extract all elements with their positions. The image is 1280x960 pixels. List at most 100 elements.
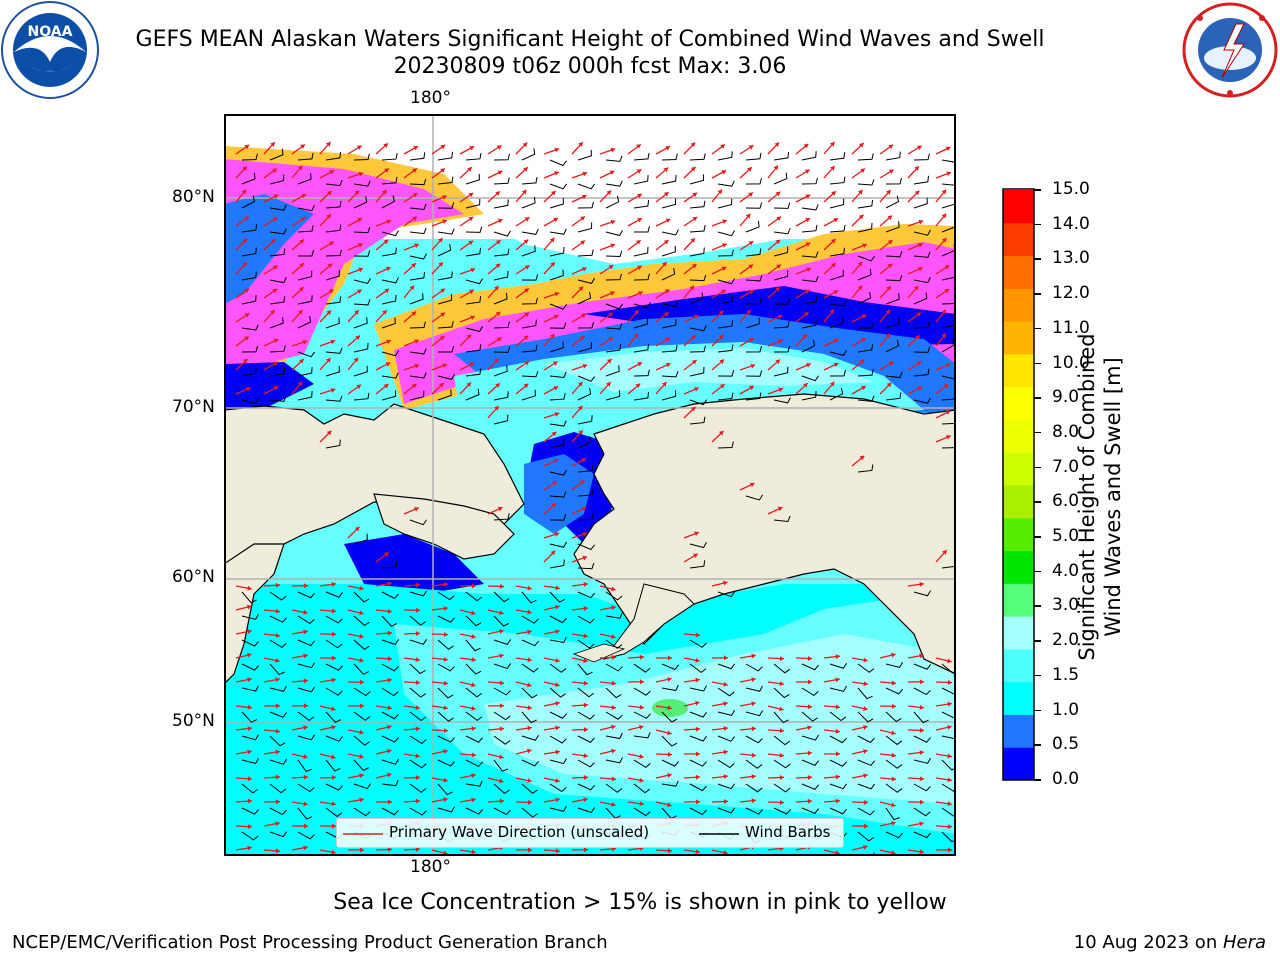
- wind-barb: [773, 687, 790, 699]
- wind-barb: [353, 807, 371, 817]
- wave-arrow-head: [331, 754, 336, 760]
- wind-barb: [381, 153, 398, 161]
- wind-barb: [241, 757, 259, 764]
- wind-barb: [353, 711, 371, 721]
- wind-barb: [745, 392, 762, 401]
- wave-arrow-head: [359, 585, 364, 591]
- wind-barb: [913, 346, 931, 353]
- wave-arrow-head: [946, 434, 951, 440]
- wave-arrow-head: [275, 657, 280, 663]
- wind-barb: [941, 422, 955, 425]
- wind-barb: [549, 783, 567, 793]
- wind-barb: [465, 198, 481, 209]
- wave-arrow-head: [915, 335, 920, 340]
- wave-arrow-head: [359, 729, 364, 735]
- wave-arrow-head: [917, 386, 923, 391]
- wind-barb: [465, 735, 483, 743]
- wind-barb: [661, 319, 677, 329]
- wave-arrow-head: [779, 799, 784, 805]
- wave-arrow-head: [300, 217, 306, 222]
- wave-arrow-head: [667, 705, 672, 711]
- wave-arrow-head: [443, 850, 448, 855]
- wind-barb: [409, 321, 426, 329]
- wind-barb: [633, 226, 651, 233]
- wind-barb: [409, 519, 428, 526]
- wave-arrow-head: [857, 261, 863, 267]
- wind-barb: [269, 639, 287, 649]
- wind-barb: [241, 398, 259, 405]
- wave-arrow-head: [415, 775, 420, 781]
- wind-barb: [325, 591, 344, 598]
- wind-barb: [381, 711, 399, 720]
- colorbar-tick-label: 0.0: [1052, 769, 1080, 789]
- wind-barb: [605, 639, 623, 649]
- wind-barb: [409, 152, 426, 161]
- wind-barb: [297, 686, 316, 693]
- wave-arrow-head: [527, 799, 532, 805]
- wind-barb: [717, 759, 735, 769]
- wind-barb: [577, 759, 595, 768]
- wind-barb: [689, 759, 707, 767]
- wave-arrow-head: [944, 265, 950, 270]
- wave-arrow-head: [495, 311, 501, 317]
- wave-arrow-head: [947, 847, 952, 853]
- wave-arrow-head: [384, 552, 389, 557]
- wind-barb: [689, 560, 706, 569]
- wave-arrow-head: [495, 263, 501, 269]
- wind-barb: [717, 807, 736, 814]
- wave-arrow-head: [580, 480, 585, 485]
- wave-arrow-head: [303, 845, 308, 851]
- wind-barb: [801, 251, 819, 258]
- wave-arrow-head: [443, 797, 448, 802]
- wind-barb: [661, 371, 679, 378]
- wave-arrow-head: [354, 310, 359, 315]
- wave-arrow-head: [835, 751, 840, 757]
- wind-barb: [577, 149, 592, 161]
- wind-barb: [717, 370, 735, 377]
- wave-arrow-head: [833, 338, 839, 344]
- wind-barb: [745, 494, 764, 501]
- wave-arrow-head: [550, 262, 555, 267]
- wave-arrow-head: [919, 727, 924, 733]
- wind-barb: [521, 245, 536, 257]
- wind-barb: [493, 711, 511, 721]
- wind-barb: [521, 663, 539, 673]
- legend-wind-label: Wind Barbs: [745, 823, 831, 841]
- wave-arrow-head: [639, 679, 644, 685]
- wind-barb: [297, 152, 314, 161]
- wave-arrow-head: [329, 241, 334, 246]
- wind-barb: [493, 321, 510, 329]
- wave-arrow-head: [691, 335, 696, 340]
- wind-barb: [269, 831, 288, 838]
- wave-arrow-head: [947, 824, 952, 830]
- wave-arrow-head: [443, 749, 448, 754]
- colorbar-tick-mark: [1034, 640, 1041, 642]
- wave-arrow-head: [695, 849, 700, 855]
- wave-arrow-head: [775, 359, 781, 365]
- wave-arrow-head: [611, 724, 616, 730]
- wind-barb: [325, 439, 341, 449]
- wave-arrow-head: [751, 726, 756, 732]
- wave-arrow-head: [275, 608, 280, 614]
- wave-arrow-head: [694, 531, 699, 536]
- wind-barb: [745, 783, 763, 793]
- colorbar-segment: [1003, 485, 1034, 519]
- wind-barb: [633, 732, 651, 739]
- wave-arrow-head: [330, 339, 336, 345]
- wave-arrow-head: [835, 654, 840, 660]
- wave-arrow-head: [300, 144, 305, 149]
- wind-barb: [717, 687, 735, 697]
- wind-barb: [325, 759, 341, 772]
- wave-arrow-head: [471, 726, 476, 732]
- wind-barb: [381, 663, 399, 672]
- wind-barb: [577, 375, 596, 382]
- wave-arrow-head: [861, 314, 867, 319]
- wave-arrow-head: [775, 287, 781, 292]
- wind-barb: [409, 203, 427, 210]
- wind-barb: [773, 321, 790, 329]
- wave-arrow-head: [776, 216, 782, 222]
- wind-barb: [241, 247, 257, 257]
- wind-barb: [549, 371, 567, 379]
- wind-barb: [549, 514, 567, 521]
- wind-barb: [241, 685, 259, 692]
